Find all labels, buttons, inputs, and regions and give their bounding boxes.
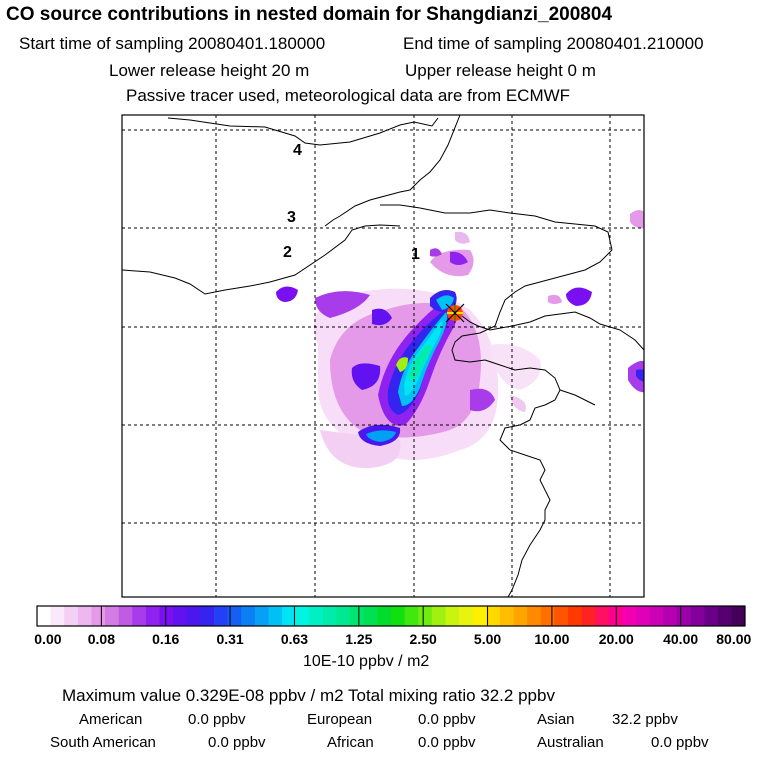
region-label-3: 3 (287, 209, 296, 226)
colorbar-swatch (486, 606, 501, 626)
coastlines-and-borders (122, 115, 644, 597)
colorbar-swatch (595, 606, 610, 626)
region-value-european: 0.0 ppbv (418, 711, 476, 728)
colorbar-frame (36, 605, 746, 627)
region-value-south-american: 0.0 ppbv (208, 734, 266, 751)
colorbar-swatch (37, 606, 52, 626)
colorbar-dividers (100, 606, 682, 626)
colorbar-swatch (254, 606, 269, 626)
colorbar-swatch (309, 606, 324, 626)
region-name-african: African (327, 734, 374, 751)
colorbar-swatch (418, 606, 433, 626)
region-label-2: 2 (283, 244, 292, 261)
colorbar-swatch (363, 606, 378, 626)
colorbar-swatch (404, 606, 419, 626)
region-name-american: American (79, 711, 143, 728)
colorbar-swatch (690, 606, 705, 626)
colorbar-swatch (649, 606, 664, 626)
colorbar-units-label: 10E-10 ppbv / m2 (303, 653, 430, 670)
colorbar-swatch (472, 606, 487, 626)
colorbar-tick-label: 80.00 (716, 631, 752, 647)
colorbar-tick-label: 0.00 (34, 631, 62, 647)
colorbar-tick-label: 20.00 (598, 631, 634, 647)
colorbar-swatch (241, 606, 256, 626)
colorbar-swatch (540, 606, 555, 626)
colorbar-swatch (77, 606, 92, 626)
colorbar-swatch (554, 606, 569, 626)
colorbar-tick-label: 0.63 (280, 631, 309, 647)
region-value-asian: 32.2 ppbv (612, 711, 678, 728)
colorbar-swatch (636, 606, 651, 626)
region-label-4: 4 (293, 142, 302, 159)
colorbar-tick-label: 2.50 (409, 631, 437, 647)
map-frame (121, 114, 645, 598)
colorbar-tick-label: 40.00 (663, 631, 699, 647)
colorbar-swatch (377, 606, 392, 626)
colorbar-swatch (173, 606, 188, 626)
colorbar-swatch (295, 606, 310, 626)
colorbar-tick-label: 5.00 (473, 631, 502, 647)
colorbar-swatch (350, 606, 365, 626)
colorbar-swatch (282, 606, 297, 626)
colorbar-swatch (200, 606, 215, 626)
region-name-asian: Asian (537, 711, 575, 728)
colorbar-swatch (186, 606, 201, 626)
colorbar-swatch (704, 606, 719, 626)
colorbar-swatch (445, 606, 460, 626)
tracer-info-label: Passive tracer used, meteorological data… (126, 86, 571, 105)
colorbar-tick-label: 0.16 (152, 631, 180, 647)
colorbar-swatch (64, 606, 79, 626)
colorbar-swatch (159, 606, 174, 626)
lat-lon-grid (122, 115, 644, 597)
colorbar-swatches (37, 606, 746, 626)
colorbar-swatch (663, 606, 678, 626)
colorbar-swatch (527, 606, 542, 626)
colorbar-swatch (227, 606, 242, 626)
colorbar-swatch (568, 606, 583, 626)
colorbar-swatch (50, 606, 65, 626)
colorbar-swatch (91, 606, 106, 626)
colorbar-swatch (214, 606, 229, 626)
region-value-australian: 0.0 ppbv (651, 734, 709, 751)
maximum-and-total-summary: Maximum value 0.329E-08 ppbv / m2 Total … (62, 686, 555, 705)
station-star-icon (445, 303, 465, 323)
colorbar-tick-label: 0.31 (216, 631, 244, 647)
start-time-label: Start time of sampling 20080401.180000 (19, 34, 326, 53)
colorbar-swatch (145, 606, 161, 626)
colorbar-tick-label: 0.08 (87, 631, 115, 647)
colorbar-swatch (513, 606, 528, 626)
colorbar-swatch (581, 606, 596, 626)
colorbar-swatch (622, 606, 637, 626)
concentration-field (276, 210, 644, 469)
colorbar-tick-label: 10.00 (534, 631, 570, 647)
end-time-label: End time of sampling 20080401.210000 (403, 34, 704, 53)
colorbar-swatch (132, 606, 147, 626)
region-value-american: 0.0 ppbv (188, 711, 246, 728)
colorbar-swatch (676, 606, 692, 626)
colorbar-swatch (717, 606, 732, 626)
region-label-1: 1 (411, 246, 420, 263)
colorbar-swatch (118, 606, 133, 626)
region-value-african: 0.0 ppbv (418, 734, 476, 751)
plot-title: CO source contributions in nested domain… (6, 4, 613, 25)
colorbar-swatch (391, 606, 406, 626)
colorbar-swatch (268, 606, 283, 626)
colorbar-swatch (499, 606, 515, 626)
region-name-european: European (307, 711, 373, 728)
colorbar-swatch (459, 606, 474, 626)
colorbar-swatch (336, 606, 351, 626)
colorbar-swatch (431, 606, 446, 626)
colorbar-tick-label: 1.25 (345, 631, 373, 647)
colorbar-swatch (731, 606, 746, 626)
colorbar-swatch (105, 606, 120, 626)
region-name-australian: Australian (537, 734, 604, 751)
region-name-south-american: South American (50, 734, 156, 751)
colorbar-swatch (322, 606, 338, 626)
upper-release-height-label: Upper release height 0 m (405, 61, 596, 80)
lower-release-height-label: Lower release height 20 m (109, 61, 310, 80)
